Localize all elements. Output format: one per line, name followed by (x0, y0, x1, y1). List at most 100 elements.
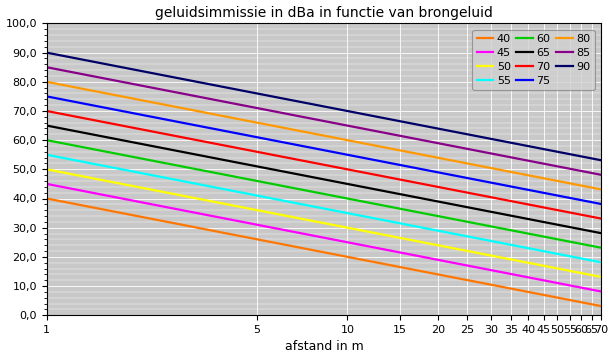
50 (43, 167, 50, 172)
85 (43, 65, 50, 69)
Title: geluidsimmissie in dBa in functie van brongeluid: geluidsimmissie in dBa in functie van br… (155, 5, 493, 19)
55 (240, 191, 247, 195)
75 (240, 132, 247, 137)
65 (594, 230, 601, 235)
80 (505, 169, 513, 174)
55 (594, 260, 601, 264)
85 (594, 172, 601, 176)
70 (594, 216, 601, 220)
50 (594, 274, 601, 278)
60 (597, 246, 605, 250)
55 (505, 242, 513, 247)
X-axis label: afstand in m: afstand in m (285, 340, 363, 354)
40 (499, 285, 506, 289)
65 (597, 231, 605, 236)
Line: 75: 75 (47, 97, 601, 204)
Line: 70: 70 (47, 111, 601, 219)
45 (240, 220, 247, 224)
70 (594, 216, 601, 220)
90 (567, 152, 574, 157)
75 (505, 184, 513, 188)
80 (499, 168, 506, 172)
55 (43, 153, 50, 157)
60 (240, 176, 247, 181)
85 (499, 153, 506, 158)
50 (240, 205, 247, 210)
55 (597, 260, 605, 265)
90 (597, 158, 605, 163)
45 (597, 289, 605, 294)
75 (43, 94, 50, 99)
75 (499, 183, 506, 187)
55 (594, 260, 601, 264)
45 (43, 182, 50, 186)
70 (567, 210, 574, 215)
65 (43, 123, 50, 128)
Line: 40: 40 (47, 199, 601, 306)
Line: 60: 60 (47, 140, 601, 248)
40 (567, 298, 574, 302)
Line: 80: 80 (47, 82, 601, 190)
45 (594, 289, 601, 293)
40 (505, 286, 513, 290)
85 (594, 172, 601, 176)
80 (567, 181, 574, 186)
Line: 85: 85 (47, 67, 601, 175)
65 (240, 162, 247, 166)
60 (594, 245, 601, 249)
80 (594, 187, 601, 191)
60 (499, 227, 506, 231)
75 (567, 196, 574, 200)
Line: 50: 50 (47, 169, 601, 277)
Line: 45: 45 (47, 184, 601, 292)
80 (594, 187, 601, 191)
70 (597, 216, 605, 221)
40 (594, 303, 601, 308)
Line: 90: 90 (47, 53, 601, 160)
75 (597, 202, 605, 206)
45 (594, 289, 601, 293)
70 (43, 109, 50, 113)
70 (499, 197, 506, 201)
85 (240, 103, 247, 108)
60 (43, 138, 50, 142)
90 (505, 140, 513, 145)
50 (499, 256, 506, 260)
85 (597, 173, 605, 177)
50 (594, 274, 601, 278)
50 (597, 275, 605, 279)
60 (505, 228, 513, 232)
65 (499, 212, 506, 216)
90 (594, 157, 601, 162)
60 (594, 245, 601, 249)
40 (597, 304, 605, 308)
40 (43, 196, 50, 201)
65 (594, 230, 601, 235)
Line: 55: 55 (47, 155, 601, 262)
50 (505, 257, 513, 261)
40 (240, 234, 247, 239)
55 (499, 241, 506, 245)
55 (567, 254, 574, 258)
40 (594, 303, 601, 308)
65 (567, 225, 574, 229)
90 (240, 89, 247, 93)
80 (597, 187, 605, 192)
85 (505, 155, 513, 159)
80 (240, 118, 247, 122)
90 (43, 51, 50, 55)
70 (240, 147, 247, 151)
60 (567, 240, 574, 244)
80 (43, 80, 50, 84)
Legend: 40, 45, 50, 55, 60, 65, 70, 75, 80, 85, 90: 40, 45, 50, 55, 60, 65, 70, 75, 80, 85, … (472, 30, 595, 90)
45 (499, 270, 506, 274)
65 (505, 213, 513, 218)
70 (505, 199, 513, 203)
45 (505, 271, 513, 276)
90 (499, 139, 506, 143)
50 (567, 269, 574, 273)
75 (594, 201, 601, 205)
Line: 65: 65 (47, 126, 601, 233)
85 (567, 167, 574, 171)
75 (594, 201, 601, 205)
